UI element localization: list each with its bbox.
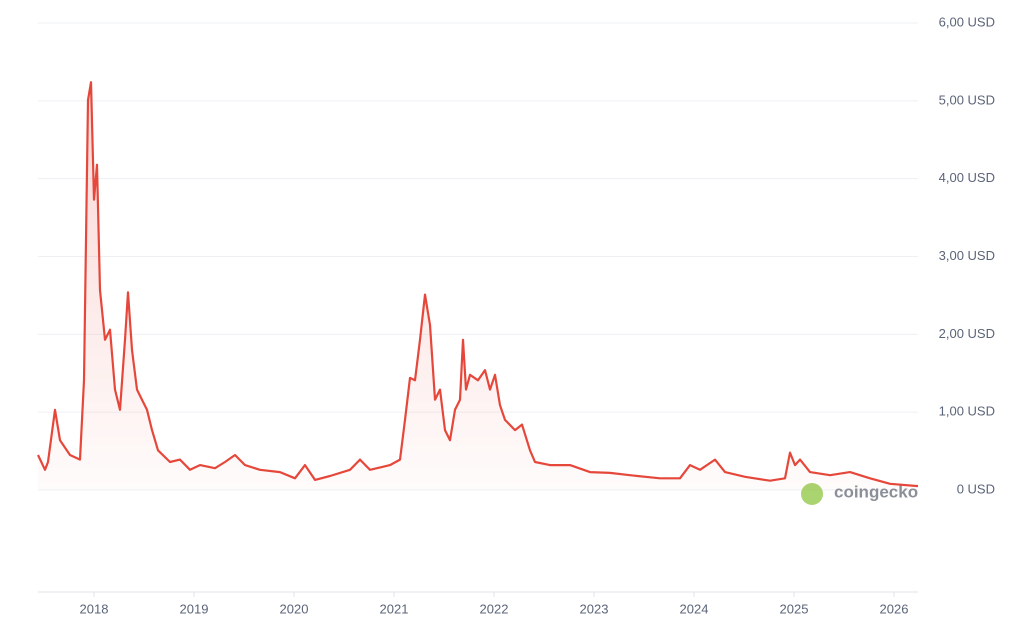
y-tick-label: 1,00 USD: [939, 404, 995, 419]
x-tick-label: 2025: [780, 601, 809, 616]
x-tick-label: 2019: [180, 601, 209, 616]
x-tick-label: 2026: [880, 601, 909, 616]
y-tick-label: 2,00 USD: [939, 326, 995, 341]
x-tick-label: 2023: [580, 601, 609, 616]
x-tick-label: 2021: [380, 601, 409, 616]
y-tick-label: 4,00 USD: [939, 170, 995, 185]
x-tick-label: 2020: [280, 601, 309, 616]
x-tick-label: 2018: [80, 601, 109, 616]
y-tick-label: 5,00 USD: [939, 92, 995, 107]
x-tick-label: 2024: [680, 601, 709, 616]
price-line: [37, 81, 919, 488]
y-tick-label: 6,00 USD: [939, 14, 995, 29]
y-tick-label: 3,00 USD: [939, 248, 995, 263]
y-tick-label: 0 USD: [957, 481, 995, 496]
area: [38, 82, 918, 490]
x-tick-label: 2022: [480, 601, 509, 616]
